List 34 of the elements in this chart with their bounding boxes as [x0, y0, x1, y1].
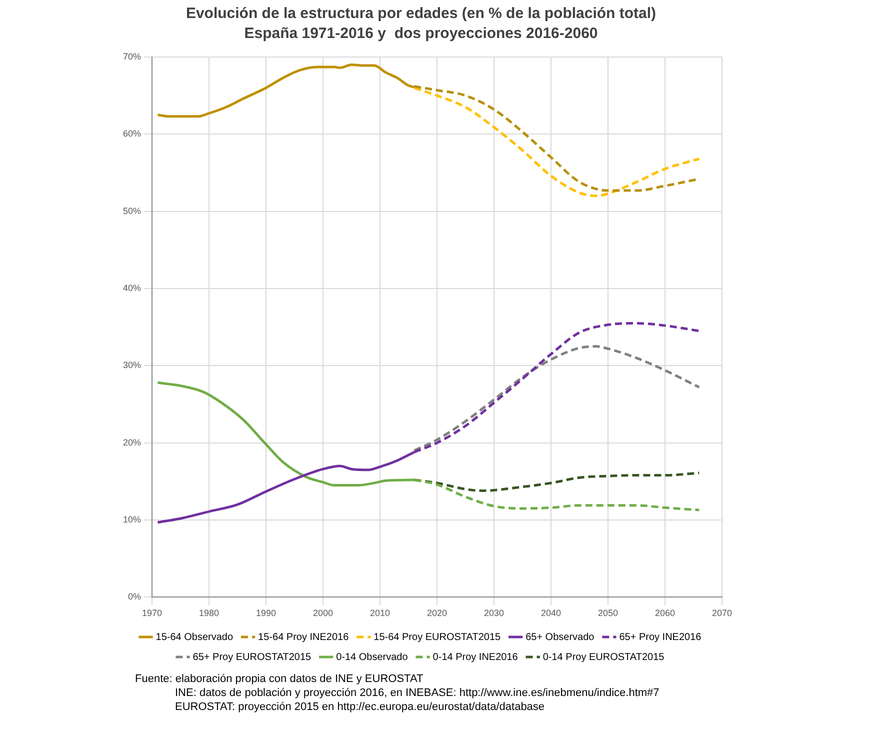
- y-tick-label: 50%: [123, 206, 142, 216]
- source-note: Fuente: elaboración propia con datos de INE y EUROSTAT: [135, 672, 424, 686]
- legend-label: 0-14 Observado: [336, 652, 408, 663]
- legend-label: 65+ Proy INE2016: [619, 632, 702, 643]
- y-tick-label: 70%: [123, 51, 142, 62]
- chart-title: Evolución de la estructura por edades (en % de la población total): [186, 5, 656, 22]
- chart-subtitle: España 1971-2016 y dos proyecciones 2016-2060: [244, 25, 598, 42]
- x-tick-label: 2040: [540, 608, 562, 618]
- y-tick-label: 10%: [123, 514, 142, 525]
- legend-label: 0-14 Proy EUROSTAT2015: [542, 652, 665, 663]
- x-tick-label: 2060: [654, 608, 676, 618]
- y-tick-label: 60%: [123, 128, 142, 139]
- text: INE: datos de población y proyección 2016, en INEBASE: http://www.ine.es/inebmenu/indice.htm#7: [174, 686, 660, 700]
- x-tick-label: 2000: [312, 608, 334, 618]
- legend-label: 0-14 Proy INE2016: [432, 652, 518, 663]
- y-tick-label: 20%: [123, 437, 142, 448]
- x-tick-label: 2020: [426, 608, 448, 618]
- x-tick-label: 1980: [198, 608, 220, 618]
- legend-label: 15-64 Proy EUROSTAT2015: [374, 632, 502, 643]
- legend-label: 15-64 Proy INE2016: [258, 632, 350, 643]
- x-tick-label: 1990: [256, 608, 276, 618]
- y-tick-label: 0%: [128, 592, 142, 602]
- legend-label: 15-64 Observado: [156, 632, 234, 643]
- x-tick-label: 2070: [712, 608, 732, 618]
- x-tick-label: 1970: [142, 608, 162, 618]
- x-tick-label: 2030: [484, 608, 504, 618]
- legend-label: 65+ Observado: [526, 632, 595, 643]
- text: EUROSTAT: proyección 2015 en http://ec.europa.eu/eurostat/data/database: [174, 700, 546, 714]
- y-tick-label: 40%: [123, 283, 142, 293]
- line-series: [412, 345, 700, 452]
- x-tick-label: 2010: [370, 608, 390, 618]
- legend-label: 65+ Proy EUROSTAT2015: [192, 652, 312, 663]
- x-tick-label: 2050: [598, 608, 618, 618]
- y-tick-label: 30%: [123, 360, 142, 370]
